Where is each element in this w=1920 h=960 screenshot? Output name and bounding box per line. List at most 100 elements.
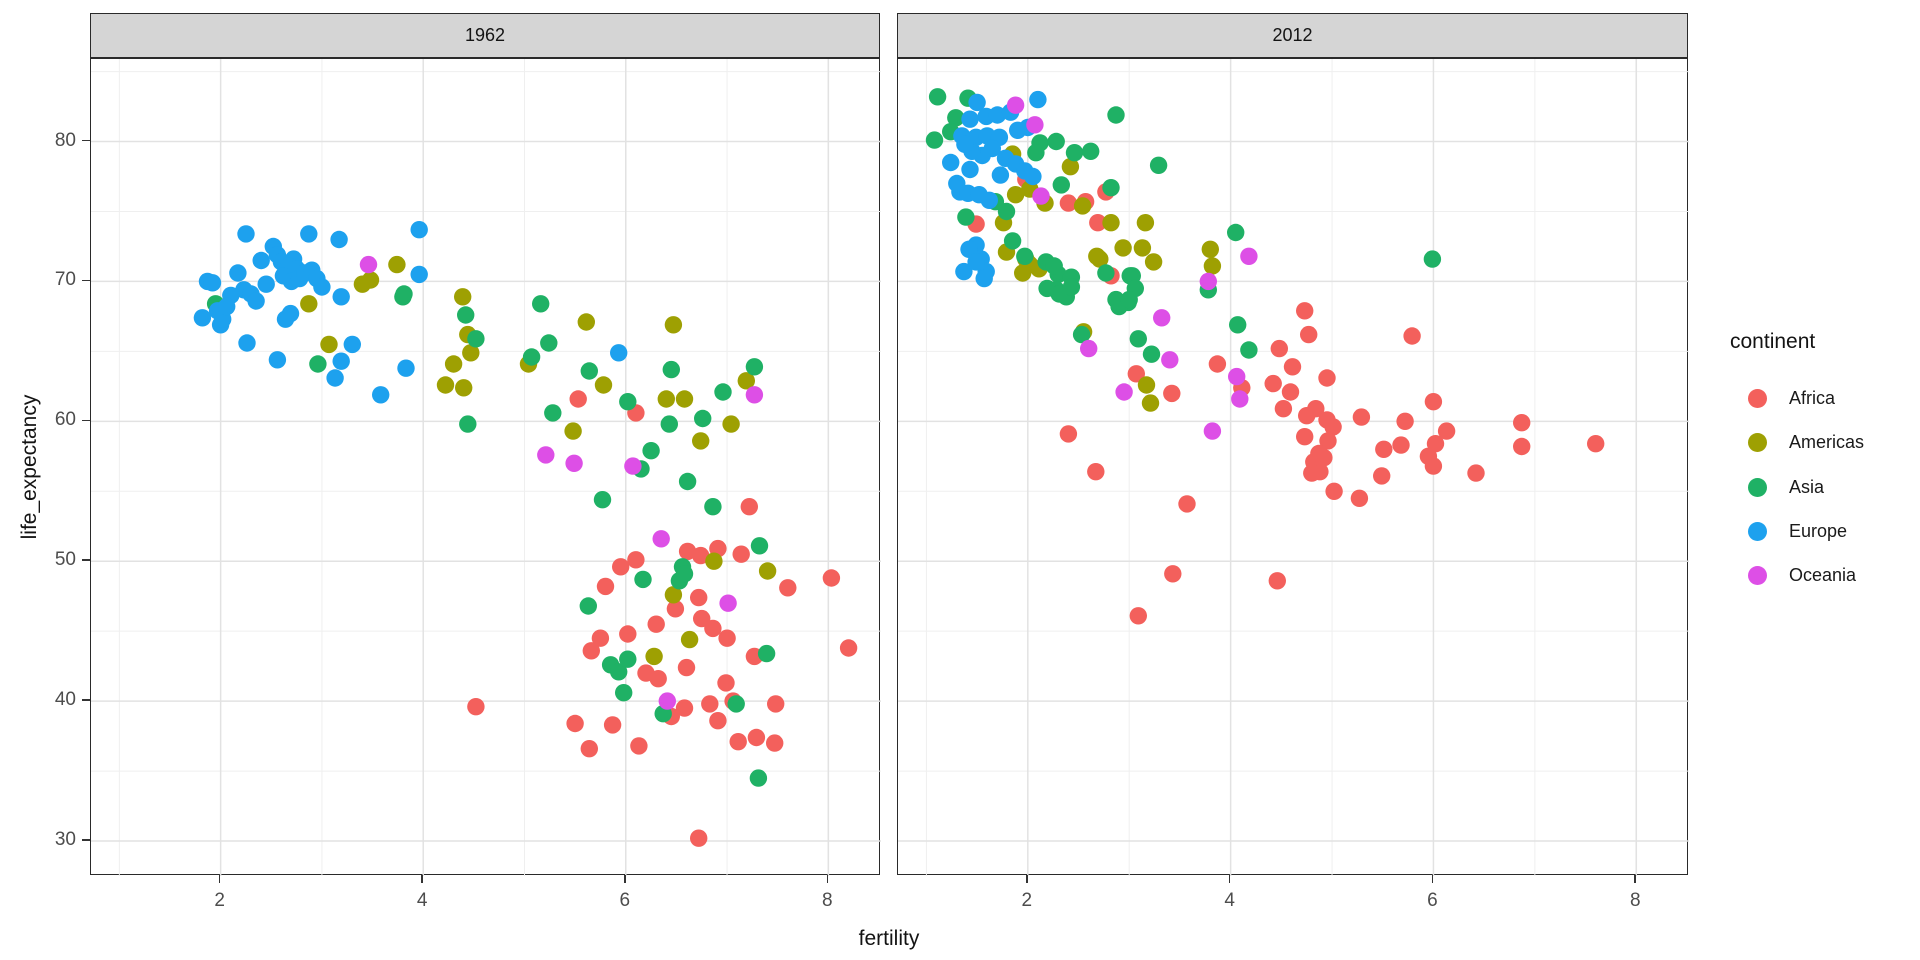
data-point-americas: [1141, 394, 1160, 412]
x-tick-label: 8: [822, 890, 833, 911]
data-point-europe: [372, 386, 390, 404]
data-point-americas: [680, 630, 699, 649]
data-point-europe: [1029, 90, 1047, 109]
data-point-asia: [749, 769, 768, 787]
legend-label-europe: Europe: [1789, 520, 1848, 541]
data-point-asia: [714, 383, 732, 401]
data-point-asia: [457, 306, 475, 324]
data-point-oceania: [1161, 351, 1179, 369]
data-point-africa: [692, 546, 710, 565]
legend-item-americas: Americas: [1712, 430, 1864, 454]
data-point-africa: [612, 558, 630, 576]
data-point-europe: [980, 191, 998, 209]
data-point-africa: [693, 609, 711, 628]
data-point-oceania: [719, 594, 737, 612]
facet-strip-2012: 2012: [897, 13, 1688, 58]
data-point-africa: [627, 551, 645, 569]
data-point-africa: [740, 498, 758, 516]
x-tick-mark: [1228, 875, 1231, 883]
data-point-oceania: [1026, 116, 1044, 134]
data-point-africa: [690, 829, 708, 847]
europe-swatch-icon: [1748, 521, 1767, 541]
data-point-americas: [737, 372, 755, 390]
data-point-africa: [1325, 482, 1343, 500]
data-point-americas: [353, 275, 372, 293]
y-tick-label: 30: [54, 829, 76, 851]
data-point-europe: [252, 251, 270, 270]
legend-label-africa: Africa: [1789, 387, 1836, 408]
data-point-asia: [928, 88, 947, 106]
facet-label-1962: 1962: [464, 25, 506, 45]
x-tick-mark: [421, 875, 423, 883]
data-point-oceania: [1032, 187, 1050, 205]
data-point-asia: [1107, 106, 1125, 124]
data-point-americas: [462, 344, 480, 362]
data-point-africa: [603, 716, 622, 734]
data-point-europe: [397, 359, 415, 377]
data-point-asia: [634, 570, 652, 589]
data-point-asia: [660, 415, 678, 433]
data-point-africa: [630, 737, 648, 755]
data-point-americas: [722, 415, 740, 433]
americas-swatch-icon: [1748, 432, 1767, 452]
data-point-africa: [717, 674, 735, 692]
data-point-africa: [1264, 374, 1282, 393]
data-point-asia: [727, 695, 745, 713]
data-point-africa: [1350, 489, 1369, 507]
x-tick-label: 4: [416, 890, 428, 911]
data-point-africa: [1087, 463, 1105, 481]
y-tick-label: 40: [54, 689, 76, 711]
data-point-asia: [309, 355, 327, 373]
data-point-europe: [610, 344, 628, 362]
data-point-asia: [532, 295, 550, 313]
data-point-asia: [750, 537, 769, 555]
data-point-europe: [330, 230, 348, 249]
data-point-africa: [1268, 572, 1286, 590]
data-point-africa: [1437, 422, 1456, 440]
y-tick-label: 80: [54, 129, 76, 151]
data-point-africa: [1270, 339, 1288, 358]
x-tick-mark: [1026, 875, 1028, 883]
data-point-europe: [961, 160, 979, 179]
data-point-africa: [1208, 355, 1227, 373]
data-point-asia: [615, 684, 633, 702]
data-point-americas: [1137, 376, 1156, 394]
data-point-africa: [566, 714, 584, 733]
data-point-americas: [1136, 214, 1155, 232]
data-point-europe: [257, 275, 275, 293]
legend-label-oceania: Oceania: [1789, 564, 1857, 585]
data-point-americas: [1203, 257, 1222, 275]
data-point-africa: [647, 615, 665, 633]
data-point-asia: [540, 334, 558, 352]
data-point-africa: [619, 625, 637, 643]
data-point-africa: [1375, 440, 1393, 458]
facet-strip-1962: 1962: [90, 13, 880, 58]
data-point-europe: [410, 265, 428, 284]
data-point-asia: [745, 358, 764, 376]
data-point-asia: [1102, 179, 1120, 197]
data-point-africa: [675, 699, 694, 717]
data-point-asia: [1227, 223, 1245, 242]
data-point-americas: [436, 376, 455, 394]
data-point-africa: [732, 545, 750, 563]
data-point-africa: [1281, 383, 1300, 401]
data-point-americas: [675, 390, 694, 408]
data-point-africa: [1300, 325, 1318, 344]
data-point-africa: [637, 664, 655, 682]
data-point-americas: [1133, 239, 1152, 257]
data-point-americas: [664, 586, 683, 604]
x-tick-label: 6: [619, 890, 631, 911]
data-point-asia: [1129, 330, 1147, 348]
data-point-africa: [729, 733, 747, 751]
data-point-africa: [1127, 365, 1145, 383]
data-point-africa: [591, 629, 610, 647]
data-point-africa: [766, 734, 784, 752]
data-point-africa: [1274, 400, 1293, 418]
data-point-africa: [678, 542, 697, 561]
data-point-europe: [300, 225, 318, 243]
data-point-africa: [1467, 464, 1485, 482]
data-point-asia: [459, 415, 477, 433]
data-point-asia: [1003, 232, 1022, 250]
data-point-asia: [1016, 247, 1034, 265]
